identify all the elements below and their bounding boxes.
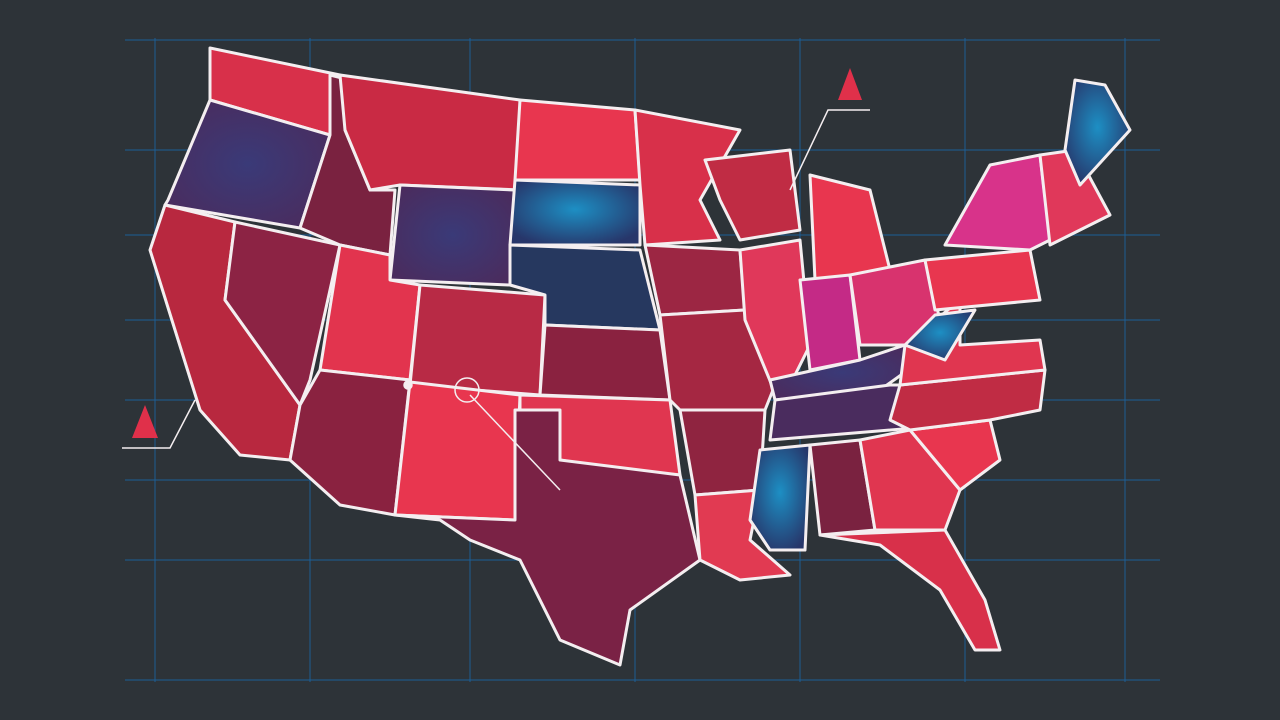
annotations (122, 109, 870, 491)
states (148, 46, 1132, 667)
icons (132, 68, 862, 438)
